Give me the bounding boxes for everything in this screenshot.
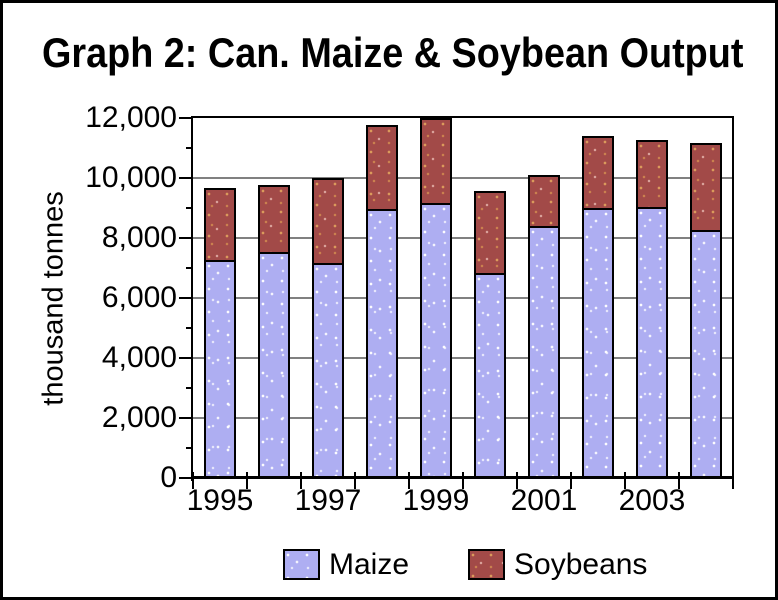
- y-major-tick-8000: [179, 237, 193, 239]
- y-minor-tick-7000: [186, 267, 193, 269]
- bar-1998-soybeans-segment: [368, 127, 396, 210]
- bar-2000-maize-segment: [476, 272, 504, 477]
- bar-1995: [204, 188, 236, 479]
- x-tick-label-1995: 1995: [186, 484, 254, 517]
- bar-1998: [366, 125, 398, 479]
- plot-right-border: [732, 116, 734, 479]
- bar-2002-maize-segment: [584, 207, 612, 477]
- y-major-tick-2000: [179, 417, 193, 419]
- gridline-10000: [193, 177, 733, 179]
- legend-swatch-maize: [283, 549, 320, 580]
- gridline-8000: [193, 237, 733, 239]
- bar-1996-soybeans-segment: [260, 186, 288, 253]
- bar-1995-soybeans-segment: [206, 190, 234, 260]
- y-minor-tick-1000: [186, 447, 193, 449]
- bar-2004-soybeans-segment: [692, 145, 720, 230]
- x-tick-label-1999: 1999: [402, 484, 470, 517]
- x-tick-5: [462, 472, 464, 489]
- legend-swatch-soybeans: [468, 549, 505, 580]
- legend-label-maize: Maize: [329, 548, 410, 581]
- legend-label-soybeans: Soybeans: [514, 548, 648, 581]
- bar-2004-maize-segment: [692, 229, 720, 477]
- x-tick-label-2001: 2001: [510, 484, 578, 517]
- bar-1998-maize-segment: [368, 209, 396, 477]
- bar-2003-soybeans-segment: [638, 142, 666, 207]
- y-major-tick-6000: [179, 297, 193, 299]
- bar-1999: [420, 117, 452, 479]
- x-tick-10: [732, 472, 734, 489]
- x-tick-1: [246, 472, 248, 489]
- bar-1997-soybeans-segment: [314, 180, 342, 263]
- y-tick-label-10000: 10,000: [85, 161, 177, 194]
- x-tick-label-1997: 1997: [294, 484, 362, 517]
- y-tick-label-6000: 6,000: [101, 281, 177, 314]
- bar-2000-soybeans-segment: [476, 193, 504, 273]
- bar-1997-maize-segment: [314, 262, 342, 477]
- chart-title-text: Graph 2: Can. Maize & Soybean Output: [41, 29, 744, 76]
- chart-title: Graph 2: Can. Maize & Soybean Output: [3, 29, 775, 77]
- bar-1996: [258, 184, 290, 479]
- x-tick-label-2003: 2003: [618, 484, 686, 517]
- y-major-tick-4000: [179, 357, 193, 359]
- bar-2001-soybeans-segment: [530, 177, 558, 227]
- bar-1996-maize-segment: [260, 252, 288, 477]
- bar-1999-soybeans-segment: [422, 119, 450, 204]
- y-tick-label-0: 0: [160, 461, 177, 494]
- y-tick-label-8000: 8,000: [101, 221, 177, 254]
- y-tick-label-2000: 2,000: [101, 401, 177, 434]
- x-tick-2: [300, 472, 302, 489]
- x-tick-0: [192, 472, 194, 489]
- y-minor-tick-9000: [186, 207, 193, 209]
- bar-2001: [528, 175, 560, 479]
- y-tick-label-4000: 4,000: [101, 341, 177, 374]
- bar-2004: [690, 143, 722, 479]
- x-tick-3: [354, 472, 356, 489]
- bar-1997: [312, 178, 344, 479]
- bar-2001-maize-segment: [530, 226, 558, 477]
- y-major-tick-10000: [179, 177, 193, 179]
- plot-top-border: [191, 116, 734, 118]
- y-minor-tick-5000: [186, 327, 193, 329]
- bar-2002: [582, 135, 614, 479]
- y-minor-tick-3000: [186, 387, 193, 389]
- bar-2000: [474, 191, 506, 479]
- bar-2003: [636, 140, 668, 479]
- bar-1995-maize-segment: [206, 259, 234, 477]
- x-tick-4: [408, 472, 410, 489]
- gridline-4000: [193, 357, 733, 359]
- bar-2003-maize-segment: [638, 206, 666, 477]
- y-tick-label-12000: 12,000: [85, 101, 177, 134]
- y-minor-tick-11000: [186, 147, 193, 149]
- x-tick-6: [516, 472, 518, 489]
- bar-1999-maize-segment: [422, 203, 450, 477]
- y-major-tick-0: [179, 477, 193, 479]
- bar-2002-soybeans-segment: [584, 137, 612, 208]
- gridline-2000: [193, 417, 733, 419]
- y-major-tick-12000: [179, 117, 193, 119]
- x-tick-7: [570, 472, 572, 489]
- x-tick-9: [678, 472, 680, 489]
- x-tick-8: [624, 472, 626, 489]
- gridline-6000: [193, 297, 733, 299]
